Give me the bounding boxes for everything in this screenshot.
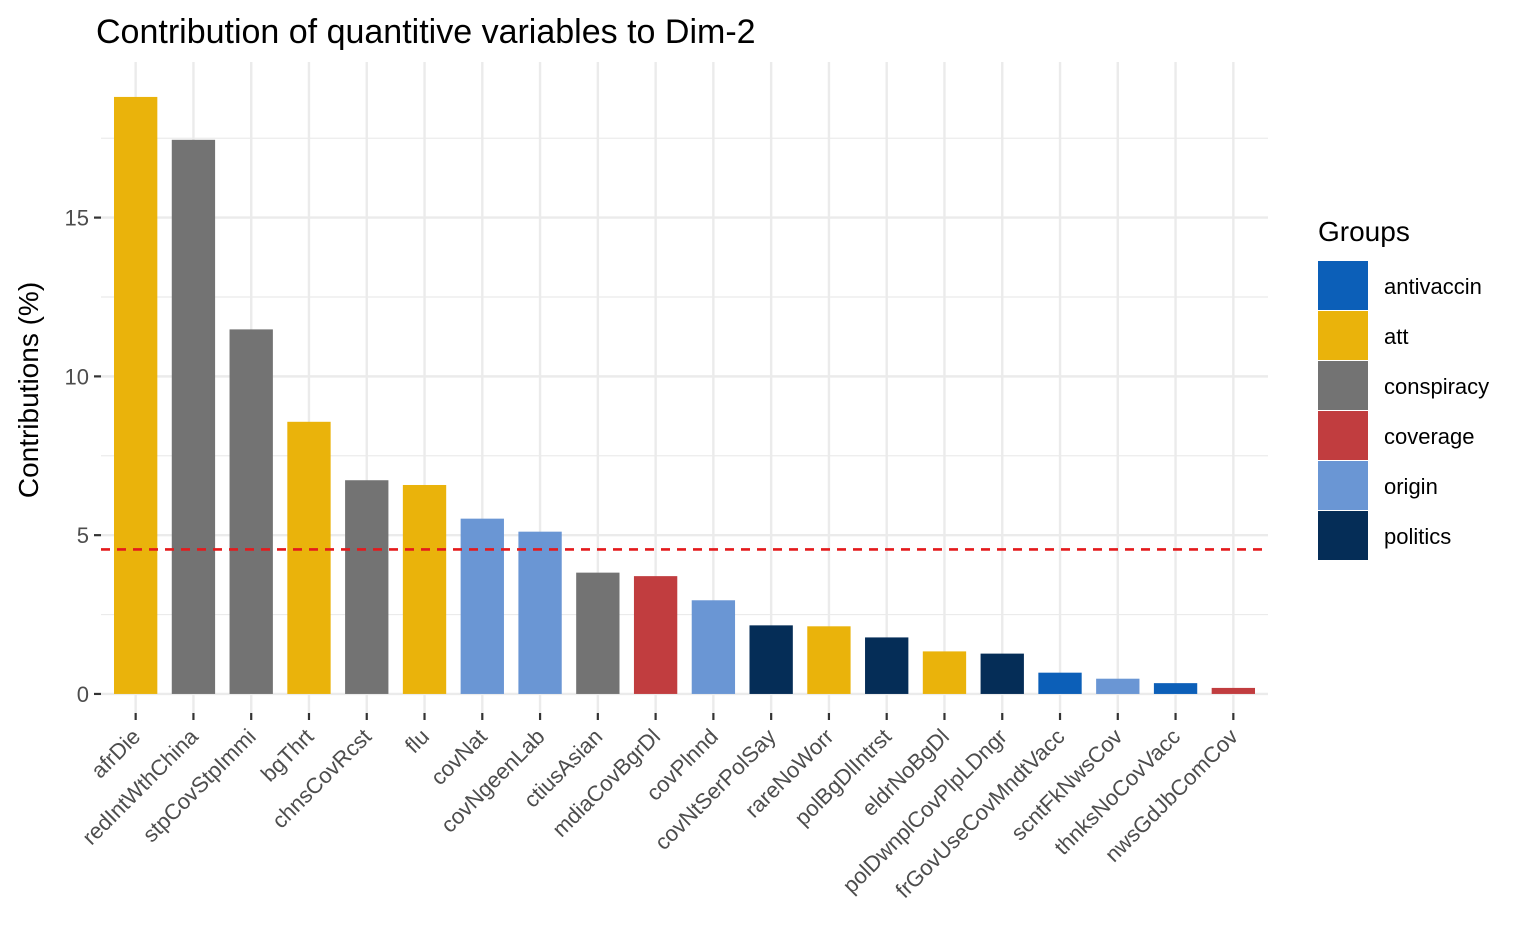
- legend-label-coverage: coverage: [1384, 424, 1475, 449]
- x-axis-ticks: afrDieredIntWthChinastpCovStpImmibgThrtc…: [77, 713, 1243, 903]
- bar-polBgDlIntrst: [865, 637, 909, 694]
- chart-title: Contribution of quantitive variables to …: [96, 13, 756, 51]
- bar-bgThrt: [287, 421, 331, 694]
- bar-thnksNoCovVacc: [1153, 683, 1198, 694]
- bar-redIntWthChina: [171, 139, 216, 694]
- bar-chnsCovRcst: [345, 480, 389, 694]
- bar-rareNoWorr: [807, 626, 851, 694]
- bar-eldrNoBgDl: [922, 651, 967, 694]
- bar-scntFkNwsCov: [1096, 678, 1140, 694]
- legend-label-politics: politics: [1384, 524, 1451, 549]
- legend-key-politics: [1318, 511, 1368, 560]
- y-axis-ticks: 0 5 10 15: [65, 206, 101, 707]
- bar-stpCovStpImmi: [229, 329, 273, 694]
- bar-afrDie: [113, 96, 158, 694]
- legend-key-antivaccin: [1318, 261, 1368, 310]
- legend: Groups antivaccin att conspiracy coverage or…: [1318, 216, 1489, 560]
- bar-ctiusAsian: [576, 572, 620, 694]
- y-tick-label: 10: [65, 364, 89, 389]
- x-tick-label-flu: flu: [400, 724, 434, 758]
- bar-frGovUseCovMndtVacc: [1038, 672, 1082, 694]
- legend-key-origin: [1318, 461, 1368, 510]
- y-tick-label: 15: [65, 206, 89, 231]
- bar-polDwnplCovPlpLDngr: [980, 653, 1024, 694]
- legend-label-att: att: [1384, 324, 1408, 349]
- bars: [113, 96, 1256, 694]
- bar-mdiaCovBgrDl: [633, 576, 678, 694]
- legend-key-att: [1318, 311, 1368, 360]
- legend-label-conspiracy: conspiracy: [1384, 374, 1489, 399]
- y-tick-label: 5: [77, 523, 89, 548]
- legend-key-coverage: [1318, 411, 1368, 460]
- bar-covNat: [460, 518, 504, 694]
- bar-covNtSerPolSay: [749, 625, 793, 694]
- y-axis-title: Contributions (%): [13, 282, 44, 498]
- grid: [101, 62, 1268, 713]
- bar-flu: [402, 484, 447, 694]
- legend-label-antivaccin: antivaccin: [1384, 274, 1482, 299]
- bar-covPlnnd: [691, 600, 736, 694]
- legend-key-conspiracy: [1318, 361, 1368, 410]
- y-tick-label: 0: [77, 682, 89, 707]
- bar-nwsGdJbComCov: [1211, 687, 1256, 694]
- legend-label-origin: origin: [1384, 474, 1438, 499]
- bar-covNgeenLab: [518, 531, 562, 694]
- legend-title: Groups: [1318, 216, 1410, 247]
